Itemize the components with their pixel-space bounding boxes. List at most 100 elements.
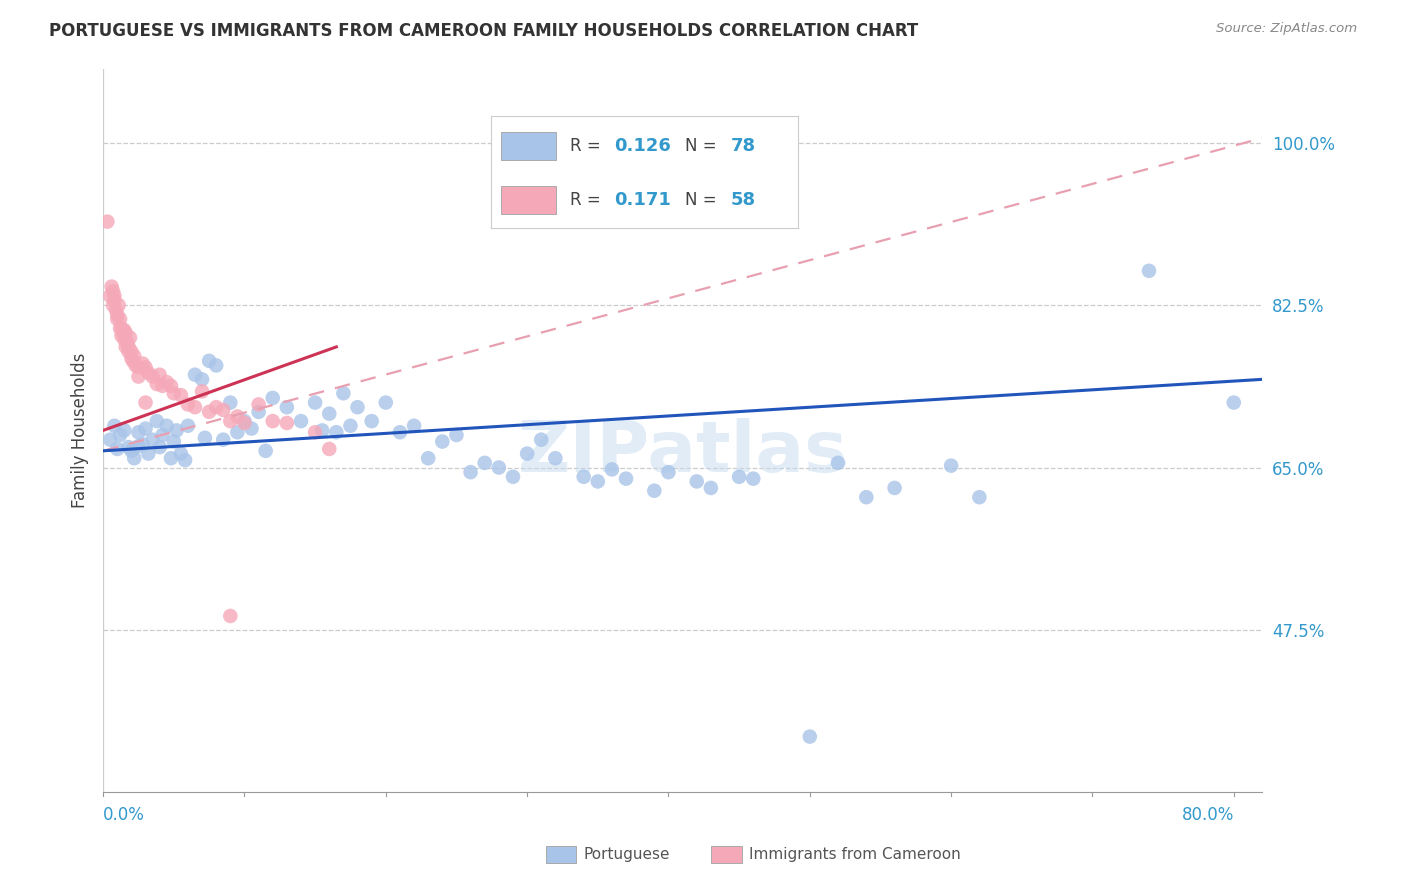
Point	[170, 447, 193, 461]
Text: 0.0%: 0.0%	[103, 806, 145, 824]
Point	[152, 379, 174, 393]
Point	[276, 416, 298, 430]
Point	[530, 433, 553, 447]
Point	[262, 391, 284, 405]
Point	[290, 414, 312, 428]
Point	[219, 414, 242, 428]
Point	[205, 401, 228, 415]
Point	[346, 401, 368, 415]
Point	[103, 293, 125, 308]
Point	[108, 321, 131, 335]
Point	[460, 465, 482, 479]
Point	[700, 481, 723, 495]
Point	[226, 425, 249, 440]
Point	[114, 340, 136, 354]
Point	[883, 481, 905, 495]
Point	[110, 328, 132, 343]
Point	[318, 407, 340, 421]
Point	[276, 401, 298, 415]
Point	[121, 353, 143, 368]
Point	[219, 395, 242, 409]
Point	[614, 472, 637, 486]
Point	[184, 368, 207, 382]
Point	[198, 405, 221, 419]
Point	[142, 369, 165, 384]
Text: ZIPatlas: ZIPatlas	[517, 417, 848, 487]
Point	[120, 344, 142, 359]
Point	[127, 425, 149, 440]
Text: Immigrants from Cameroon: Immigrants from Cameroon	[749, 847, 962, 862]
Text: PORTUGUESE VS IMMIGRANTS FROM CAMEROON FAMILY HOUSEHOLDS CORRELATION CHART: PORTUGUESE VS IMMIGRANTS FROM CAMEROON F…	[49, 22, 918, 40]
Point	[160, 379, 183, 393]
Point	[98, 289, 121, 303]
Point	[332, 386, 354, 401]
Point	[262, 414, 284, 428]
Point	[149, 440, 172, 454]
Point	[117, 440, 139, 454]
Point	[163, 434, 186, 449]
Point	[100, 279, 122, 293]
Point	[657, 465, 679, 479]
Point	[488, 460, 510, 475]
Point	[233, 416, 256, 430]
Point	[643, 483, 665, 498]
Point	[170, 388, 193, 402]
Point	[742, 472, 765, 486]
Point	[112, 333, 135, 347]
Point	[108, 428, 131, 442]
Point	[339, 418, 361, 433]
Point	[111, 326, 134, 340]
Point	[114, 326, 136, 340]
Point	[1223, 395, 1246, 409]
Point	[138, 447, 160, 461]
Point	[205, 359, 228, 373]
Point	[105, 307, 128, 321]
Point	[117, 344, 139, 359]
Point	[110, 321, 132, 335]
Point	[163, 386, 186, 401]
Point	[516, 447, 538, 461]
Point	[219, 609, 242, 624]
Point	[304, 425, 326, 440]
Point	[184, 401, 207, 415]
Point	[247, 405, 270, 419]
Point	[146, 414, 169, 428]
Point	[101, 298, 124, 312]
Point	[135, 395, 157, 409]
Point	[311, 424, 333, 438]
Point	[254, 443, 277, 458]
Point	[939, 458, 962, 473]
Point	[112, 424, 135, 438]
Point	[124, 359, 146, 373]
Text: Source: ZipAtlas.com: Source: ZipAtlas.com	[1216, 22, 1357, 36]
Point	[120, 443, 142, 458]
Text: Portuguese: Portuguese	[583, 847, 671, 862]
Point	[572, 470, 595, 484]
Point	[118, 330, 141, 344]
Point	[127, 360, 149, 375]
Point	[107, 298, 129, 312]
Point	[177, 397, 200, 411]
Point	[360, 414, 382, 428]
Point	[98, 433, 121, 447]
Point	[374, 395, 396, 409]
Point	[135, 421, 157, 435]
Point	[544, 451, 567, 466]
Point	[174, 453, 197, 467]
Point	[166, 424, 188, 438]
Point	[149, 368, 172, 382]
Point	[194, 431, 217, 445]
Point	[799, 730, 821, 744]
Point	[212, 433, 235, 447]
Point	[101, 284, 124, 298]
Point	[142, 433, 165, 447]
Point	[969, 490, 991, 504]
Point	[586, 475, 609, 489]
Point	[600, 462, 623, 476]
Point	[152, 428, 174, 442]
Point	[127, 369, 149, 384]
Point	[103, 289, 125, 303]
Point	[160, 451, 183, 466]
Point	[131, 437, 153, 451]
Point	[122, 451, 145, 466]
